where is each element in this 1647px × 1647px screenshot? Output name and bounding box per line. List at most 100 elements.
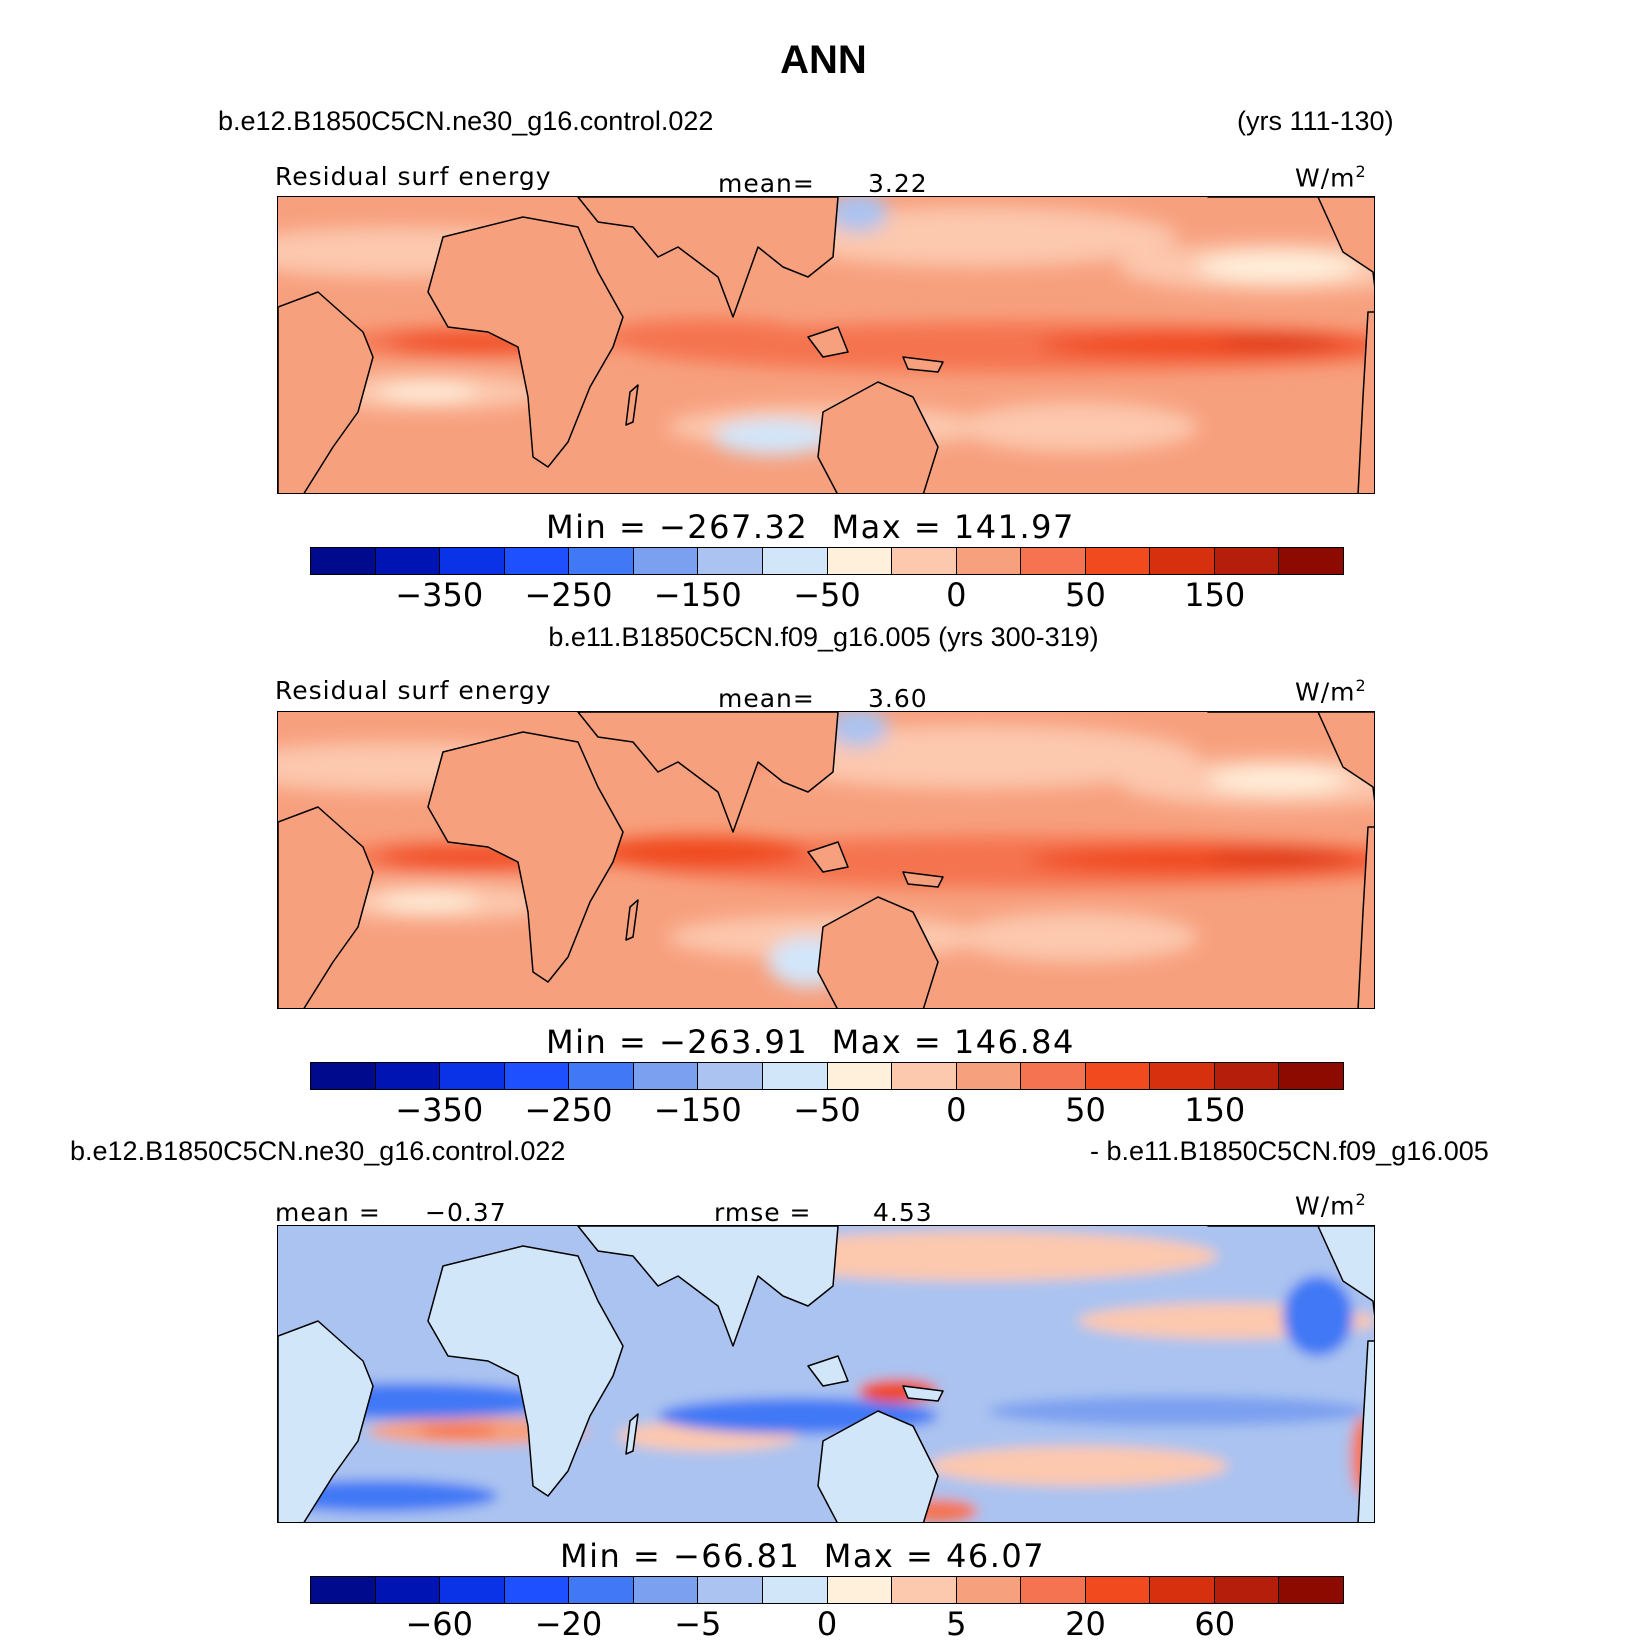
colorbar-tick-label: −150 — [653, 1091, 742, 1129]
panel2-case-name: b.e11.B1850C5CN.f09_g16.005 (yrs 300-319… — [548, 622, 1099, 652]
panel3-minmax-spacer — [800, 1537, 823, 1575]
colorbar-box — [633, 1577, 699, 1603]
ne-pacific-lighter — [1198, 253, 1358, 281]
panel3-min-value: −66.81 — [672, 1537, 801, 1575]
panel3-min-label: Min = — [560, 1537, 673, 1575]
colorbar-box — [311, 1577, 376, 1603]
land-africa — [427, 216, 624, 468]
panel2-units-base: W/m — [1295, 677, 1356, 707]
colorbar-box — [827, 1577, 893, 1603]
panel3-mean-value: −0.37 — [425, 1198, 507, 1227]
colorbar-box — [1085, 548, 1151, 574]
colorbar-box — [311, 1063, 376, 1089]
panel2-max-label: Max = — [831, 1023, 954, 1061]
ne-pacific-lighter — [1208, 768, 1348, 792]
land-new-guinea — [902, 871, 944, 888]
panel3-colorbar — [310, 1576, 1344, 1604]
colorbar-tick-label: 0 — [946, 1091, 967, 1129]
panel3-max-value: 46.07 — [946, 1537, 1046, 1575]
colorbar-box — [1150, 1063, 1215, 1089]
land-madagascar — [625, 384, 639, 426]
panel2-min-label: Min = — [546, 1023, 659, 1061]
panel2-min-max: Min = −263.91 Max = 146.84 — [546, 1023, 1075, 1061]
land-south-america — [278, 1320, 374, 1522]
panel1-max-label: Max = — [831, 508, 954, 546]
colorbar-box — [956, 548, 1022, 574]
panel3-rmse-value: 4.53 — [873, 1198, 933, 1227]
colorbar-box — [311, 548, 376, 574]
spac-warm — [928, 1446, 1228, 1486]
panel3-max-label: Max = — [823, 1537, 947, 1575]
colorbar-tick-label: 50 — [1065, 576, 1106, 614]
panel2-mean-label: mean= — [718, 684, 815, 713]
panel2-minmax-spacer — [808, 1023, 831, 1061]
panel3-min-max: Min = −66.81 Max = 46.07 — [560, 1537, 1045, 1575]
panel1-variable-label: Residual surf energy — [275, 162, 552, 191]
panel1-max-value: 141.97 — [953, 508, 1075, 546]
colorbar-tick-label: −250 — [524, 1091, 613, 1129]
colorbar-box — [698, 1063, 763, 1089]
so-blue — [278, 1480, 498, 1512]
colorbar-box — [375, 1577, 441, 1603]
kuroshio-blue — [828, 197, 888, 232]
s-atl-lighter — [378, 384, 478, 400]
indian-band — [588, 836, 808, 868]
land-borneo — [807, 1355, 849, 1387]
colorbar-tick-label: 0 — [816, 1605, 838, 1643]
colorbar-box — [892, 1577, 957, 1603]
land-madagascar — [625, 1413, 639, 1455]
colorbar-box — [1279, 1577, 1343, 1603]
colorbar-box — [633, 1063, 699, 1089]
colorbar-box — [1279, 1063, 1343, 1089]
colorbar-box — [1214, 548, 1280, 574]
pac-itcz-max — [1208, 852, 1348, 864]
panel1-min-label: Min = — [546, 508, 659, 546]
land-asia — [577, 712, 839, 833]
land-s-america-west — [1357, 311, 1374, 493]
npac-warm — [738, 1231, 1218, 1281]
colorbar-box — [1279, 548, 1343, 574]
panel1-units: W/m2 — [1295, 162, 1367, 192]
colorbar-box — [569, 1577, 634, 1603]
colorbar-tick-label: 50 — [1065, 1091, 1106, 1129]
colorbar-box — [440, 1063, 505, 1089]
colorbar-box — [1150, 1577, 1215, 1603]
panel3-units-base: W/m — [1295, 1191, 1356, 1221]
satl-warm-core — [418, 1425, 498, 1437]
colorbar-box — [504, 1063, 570, 1089]
colorbar-box — [1085, 1577, 1151, 1603]
colorbar-box — [1150, 548, 1215, 574]
land-asia — [577, 1226, 839, 1347]
s-atl-lighter — [378, 894, 478, 910]
panel2-units-sup: 2 — [1355, 676, 1367, 695]
land-australia — [817, 381, 939, 493]
panel1-mean-label: mean= — [718, 169, 815, 198]
colorbar-box — [1021, 1577, 1086, 1603]
s-pac-light — [958, 402, 1198, 452]
panel1-mean-value: 3.22 — [868, 169, 928, 198]
colorbar-box — [440, 1577, 505, 1603]
land-asia — [577, 197, 839, 318]
colorbar-box — [1085, 1063, 1151, 1089]
colorbar-box — [1021, 1063, 1086, 1089]
panel3-case-diff: - b.e11.B1850C5CN.f09_g16.005 — [1090, 1136, 1489, 1166]
colorbar-tick-label: −50 — [793, 1091, 861, 1129]
panel2-variable-label: Residual surf energy — [275, 676, 552, 705]
land-north-america — [1207, 1226, 1374, 1316]
colorbar-tick-label: −350 — [395, 576, 484, 614]
colorbar-box — [569, 1063, 634, 1089]
colorbar-box — [698, 1577, 763, 1603]
colorbar-box — [827, 548, 893, 574]
colorbar-tick-label: 20 — [1065, 1605, 1106, 1643]
colorbar-box — [569, 548, 634, 574]
land-new-guinea — [902, 1385, 944, 1402]
colorbar-box — [762, 1063, 828, 1089]
page-title: ANN — [780, 38, 867, 82]
colorbar-tick-label: 150 — [1184, 1091, 1246, 1129]
kuroshio-blue — [828, 712, 888, 747]
colorbar-box — [375, 548, 441, 574]
land-new-guinea — [902, 356, 944, 373]
panel2-map — [277, 711, 1375, 1009]
colorbar-box — [956, 1577, 1022, 1603]
colorbar-tick-label: −50 — [793, 576, 861, 614]
